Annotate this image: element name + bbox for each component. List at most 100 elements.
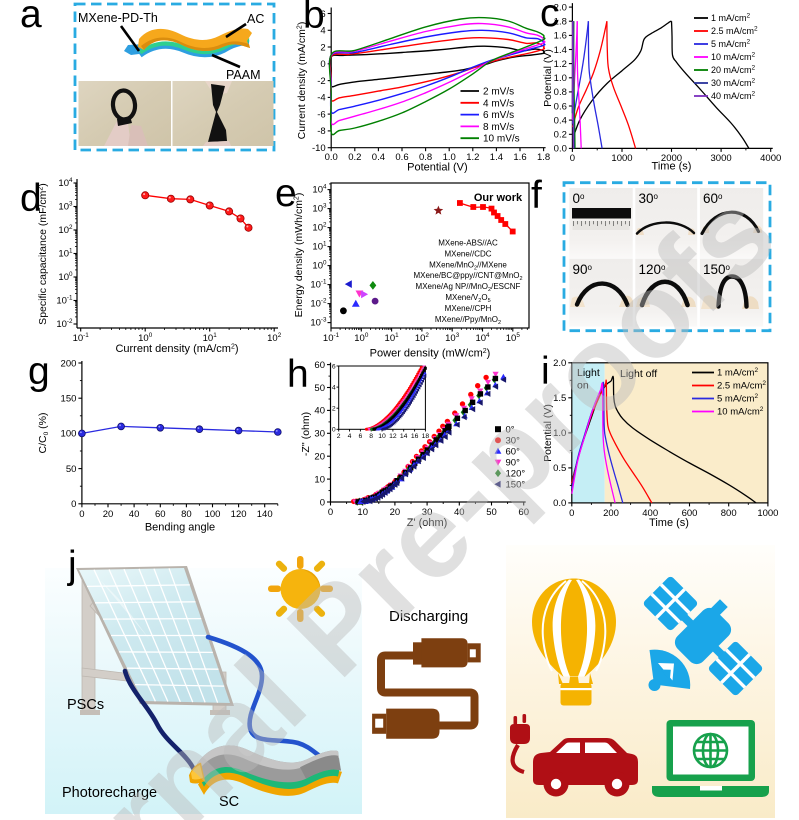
svg-text:Light: Light xyxy=(577,367,600,379)
svg-text:g: g xyxy=(28,350,50,393)
svg-text:0: 0 xyxy=(320,497,325,508)
svg-text:100: 100 xyxy=(312,260,327,272)
svg-text:d: d xyxy=(20,177,42,220)
svg-text:0.0: 0.0 xyxy=(554,144,567,155)
svg-text:PAAM: PAAM xyxy=(226,68,261,82)
svg-text:80: 80 xyxy=(181,509,192,520)
svg-text:104: 104 xyxy=(58,177,73,189)
svg-text:1.4: 1.4 xyxy=(554,45,567,56)
svg-text:200: 200 xyxy=(603,508,619,519)
svg-text:8: 8 xyxy=(369,433,373,440)
svg-text:0: 0 xyxy=(570,153,575,164)
svg-text:1.5: 1.5 xyxy=(553,393,566,404)
svg-text:6: 6 xyxy=(332,363,336,370)
svg-text:Photorecharge: Photorecharge xyxy=(62,785,157,801)
svg-text:Time (s): Time (s) xyxy=(652,161,692,173)
svg-text:0.4: 0.4 xyxy=(372,152,385,163)
svg-text:MXene//Ppy/MnO2: MXene//Ppy/MnO2 xyxy=(435,315,501,326)
svg-text:1 mA/cm2: 1 mA/cm2 xyxy=(711,13,751,24)
svg-text:Current density (mA/cm2): Current density (mA/cm2) xyxy=(115,343,238,355)
svg-text:1.8: 1.8 xyxy=(554,17,567,28)
svg-text:1.2: 1.2 xyxy=(554,59,567,70)
svg-text:105: 105 xyxy=(506,332,521,344)
svg-text:1000: 1000 xyxy=(611,153,632,164)
svg-text:Energy density (mWh/cm2): Energy density (mWh/cm2) xyxy=(293,193,305,318)
svg-text:20 mA/cm2: 20 mA/cm2 xyxy=(711,65,756,76)
svg-text:150°: 150° xyxy=(506,480,526,491)
svg-text:10-3: 10-3 xyxy=(310,317,327,329)
svg-text:5 mA/cm2: 5 mA/cm2 xyxy=(711,39,751,50)
svg-text:2: 2 xyxy=(337,433,341,440)
svg-text:120°: 120° xyxy=(506,469,526,480)
svg-text:60: 60 xyxy=(155,509,166,520)
svg-text:104: 104 xyxy=(475,332,490,344)
svg-text:0: 0 xyxy=(328,507,333,518)
svg-text:5 mA/cm2: 5 mA/cm2 xyxy=(717,393,758,405)
svg-text:2.0: 2.0 xyxy=(554,2,567,13)
svg-text:101: 101 xyxy=(58,248,73,260)
svg-text:0.8: 0.8 xyxy=(419,152,432,163)
svg-text:0.5: 0.5 xyxy=(553,463,566,474)
svg-text:0: 0 xyxy=(332,427,336,434)
svg-text:Potential (V): Potential (V) xyxy=(542,49,554,107)
svg-text:1.6: 1.6 xyxy=(554,31,567,42)
svg-text:4 mV/s: 4 mV/s xyxy=(483,98,514,109)
svg-text:6 mV/s: 6 mV/s xyxy=(483,110,514,121)
svg-text:0.8: 0.8 xyxy=(554,87,567,98)
svg-text:40: 40 xyxy=(314,406,325,417)
svg-text:Bending angle: Bending angle xyxy=(145,522,215,534)
svg-text:150o: 150o xyxy=(703,262,731,277)
svg-text:102: 102 xyxy=(415,332,430,344)
svg-text:Potential (V): Potential (V) xyxy=(542,404,554,462)
svg-text:j: j xyxy=(67,544,77,587)
svg-text:600: 600 xyxy=(682,508,698,519)
svg-text:20: 20 xyxy=(103,509,114,520)
svg-text:-10: -10 xyxy=(312,143,326,154)
svg-text:14: 14 xyxy=(400,433,408,440)
svg-text:100: 100 xyxy=(58,271,73,283)
svg-text:Specific capacitance (mF/cm2): Specific capacitance (mF/cm2) xyxy=(37,183,49,325)
svg-text:10-1: 10-1 xyxy=(56,295,73,307)
svg-text:4: 4 xyxy=(320,26,325,37)
svg-text:10: 10 xyxy=(378,433,386,440)
svg-text:40: 40 xyxy=(129,509,140,520)
svg-text:1.8: 1.8 xyxy=(537,152,550,163)
svg-text:4000: 4000 xyxy=(760,153,781,164)
svg-text:103: 103 xyxy=(312,203,327,215)
svg-text:50: 50 xyxy=(66,464,77,475)
svg-text:60: 60 xyxy=(314,360,325,371)
svg-text:4: 4 xyxy=(332,385,336,392)
svg-text:1.2: 1.2 xyxy=(466,152,479,163)
svg-text:1.0: 1.0 xyxy=(553,428,566,439)
svg-text:0: 0 xyxy=(79,509,84,520)
svg-text:0.4: 0.4 xyxy=(554,115,567,126)
svg-text:120o: 120o xyxy=(639,262,667,277)
svg-text:-8: -8 xyxy=(317,126,325,137)
svg-text:6: 6 xyxy=(359,433,363,440)
svg-text:100: 100 xyxy=(354,332,369,344)
svg-text:50: 50 xyxy=(486,507,497,518)
svg-text:30 mA/cm2: 30 mA/cm2 xyxy=(711,78,756,89)
svg-text:101: 101 xyxy=(312,241,327,253)
svg-text:0: 0 xyxy=(320,59,325,70)
svg-text:104: 104 xyxy=(312,184,327,196)
svg-text:e: e xyxy=(275,172,297,215)
svg-text:40 mA/cm2: 40 mA/cm2 xyxy=(711,91,756,102)
svg-text:0: 0 xyxy=(71,499,76,510)
svg-text:200: 200 xyxy=(61,358,77,369)
svg-text:50: 50 xyxy=(314,383,325,394)
svg-text:2: 2 xyxy=(332,406,336,413)
svg-text:MXene//CDC: MXene//CDC xyxy=(444,249,491,258)
svg-text:Discharging: Discharging xyxy=(389,608,468,625)
svg-text:30o: 30o xyxy=(639,191,659,206)
svg-text:140: 140 xyxy=(257,509,273,520)
svg-text:10: 10 xyxy=(314,474,325,485)
svg-text:1.6: 1.6 xyxy=(513,152,526,163)
svg-text:30°: 30° xyxy=(506,436,521,447)
svg-text:MXene/V2O5: MXene/V2O5 xyxy=(445,293,490,304)
svg-text:-4: -4 xyxy=(317,93,325,104)
svg-text:PSCs: PSCs xyxy=(67,697,104,713)
svg-text:16: 16 xyxy=(411,433,419,440)
svg-text:1.0: 1.0 xyxy=(443,152,456,163)
svg-text:-Z'' (ohm): -Z'' (ohm) xyxy=(300,412,312,456)
